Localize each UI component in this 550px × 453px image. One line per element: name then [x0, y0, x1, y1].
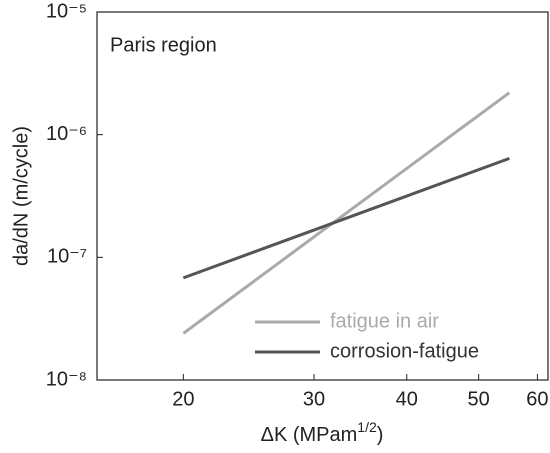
x-tick-label: 20	[172, 388, 194, 410]
series-line	[182, 91, 511, 335]
legend-label: corrosion-fatigue	[330, 340, 479, 362]
legend-label: fatigue in air	[330, 310, 439, 332]
x-label-sup: 1/2	[357, 419, 377, 435]
x-axis-label: ΔK (MPam1/2)	[261, 419, 384, 447]
annotation: Paris region	[110, 34, 217, 56]
x-tick-label: 50	[468, 388, 490, 410]
y-axis-label: da/dN (m/cycle)	[10, 126, 32, 266]
y-tick-label: 10⁻⁶	[46, 123, 87, 145]
plot-frame	[96, 11, 549, 381]
x-tick-label: 40	[396, 388, 418, 410]
x-tick-label: 60	[526, 388, 548, 410]
y-tick-label: 10⁻⁷	[47, 246, 87, 268]
x-label-end: )	[377, 424, 384, 446]
x-tick-label: 30	[303, 388, 325, 410]
y-tick-label: 10⁻⁵	[46, 0, 87, 22]
y-tick-label: 10⁻⁸	[46, 368, 87, 390]
series-line	[182, 157, 510, 280]
x-label-main: ΔK (MPam	[261, 424, 358, 446]
